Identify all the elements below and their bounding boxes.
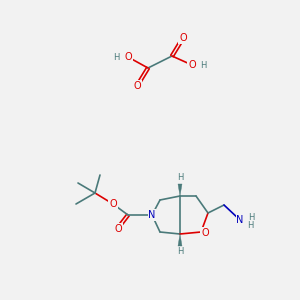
- Text: O: O: [133, 81, 141, 91]
- Text: H: H: [177, 248, 183, 256]
- Text: H: H: [200, 61, 206, 70]
- Text: N: N: [148, 210, 156, 220]
- Text: H: H: [114, 53, 120, 62]
- Text: O: O: [124, 52, 132, 62]
- Text: O: O: [179, 33, 187, 43]
- Polygon shape: [178, 184, 182, 196]
- Text: O: O: [188, 60, 196, 70]
- Polygon shape: [178, 234, 182, 246]
- Text: H: H: [248, 214, 254, 223]
- Text: O: O: [201, 228, 209, 238]
- Text: O: O: [114, 224, 122, 234]
- Text: O: O: [109, 199, 117, 209]
- Text: H: H: [247, 221, 253, 230]
- Text: N: N: [236, 215, 244, 225]
- Text: H: H: [177, 173, 183, 182]
